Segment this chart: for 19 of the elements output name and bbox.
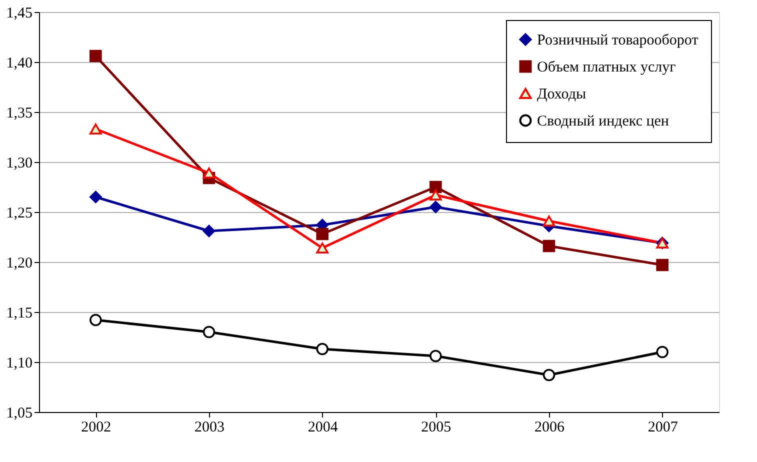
y-tick-label: 1,20 bbox=[6, 256, 32, 272]
y-tick-label: 1,05 bbox=[6, 406, 32, 422]
x-tick-label: 2004 bbox=[308, 420, 338, 436]
y-tick-label: 1,25 bbox=[6, 206, 32, 222]
legend-label: Объем платных услуг bbox=[537, 60, 676, 76]
x-tick-label: 2006 bbox=[534, 420, 565, 436]
legend-label: Розничный товарооборот bbox=[537, 32, 699, 48]
x-tick-label: 2005 bbox=[421, 420, 452, 436]
y-tick-label: 1,10 bbox=[6, 356, 32, 372]
x-tick-label: 2007 bbox=[648, 420, 678, 436]
legend-label: Доходы bbox=[537, 86, 586, 102]
legend-label: Сводный индекс цен bbox=[537, 114, 669, 130]
y-tick-label: 1,15 bbox=[6, 306, 32, 322]
x-tick-label: 2003 bbox=[194, 420, 224, 436]
y-tick-label: 1,30 bbox=[6, 156, 32, 172]
y-tick-label: 1,45 bbox=[6, 6, 32, 22]
y-tick-label: 1,40 bbox=[6, 56, 32, 72]
y-tick-label: 1,35 bbox=[6, 106, 32, 122]
x-tick-label: 2002 bbox=[81, 420, 112, 436]
